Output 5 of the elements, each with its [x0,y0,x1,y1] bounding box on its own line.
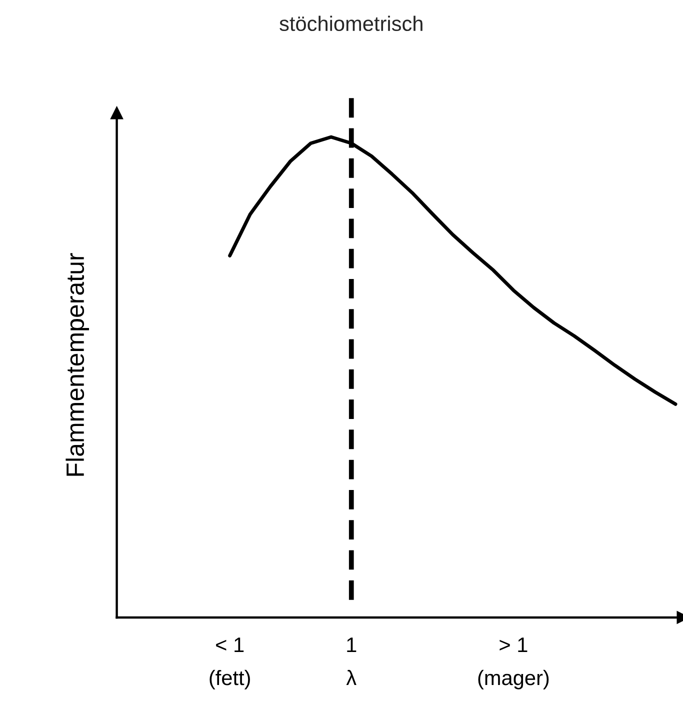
y-axis-title: Flammentemperatur [66,253,90,476]
x-tick-label: < 1 (fett) [210,638,250,690]
ref-line-label: stöchiometrisch [280,16,422,32]
x-tick-label: 1 λ [346,638,356,686]
x-tick-label: > 1 (mager) [478,638,549,690]
